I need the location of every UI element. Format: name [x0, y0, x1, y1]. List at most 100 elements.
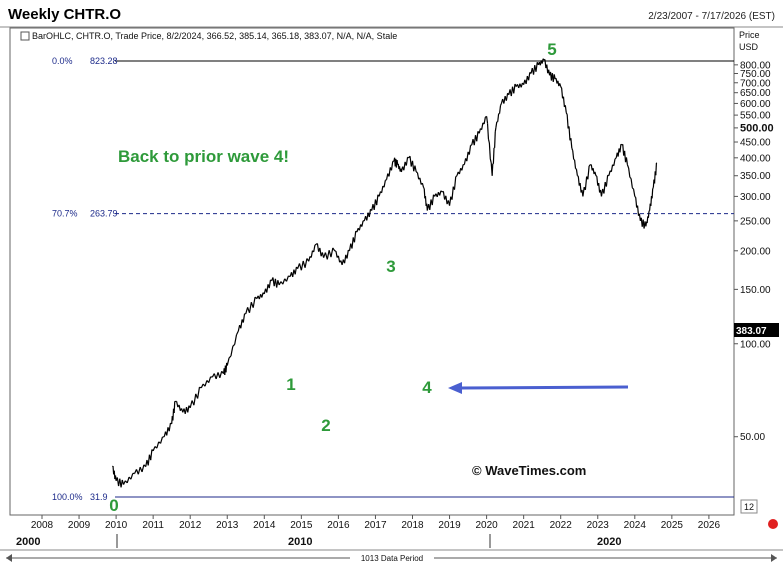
plot-area: [10, 28, 734, 515]
price-segment-51-3: [498, 114, 499, 122]
price-segment-39-6: [422, 183, 423, 188]
y-tick-label-6: 350.00: [740, 171, 771, 182]
x-tick-label-7: 2015: [290, 520, 313, 531]
price-segment-44-1: [450, 197, 451, 206]
price-segment-8-5: [174, 401, 175, 413]
y-tick-label-7: 400.00: [740, 153, 771, 164]
price-segment-30-3: [359, 224, 360, 230]
price-segment-66-6: [595, 172, 596, 176]
fib-value-label-0: 823.28: [90, 56, 118, 66]
price-segment-17-5: [253, 297, 255, 308]
fib-value-label-1: 263.79: [90, 209, 118, 219]
price-segment-63-1: [572, 148, 573, 151]
arrow-head: [448, 382, 462, 394]
x-tick-label-17: 2025: [661, 520, 684, 531]
price-segment-6-5: [161, 437, 163, 443]
era-label-0: 2000: [16, 536, 40, 548]
price-segment-11-1: [190, 401, 192, 408]
arrow-shaft: [460, 387, 628, 388]
price-segment-48-3: [482, 123, 483, 130]
price-segment-23-3: [301, 261, 303, 270]
y-tick-label-12: 650.00: [740, 88, 771, 99]
price-segment-10-5: [188, 406, 189, 413]
price-segment-69-6: [615, 158, 616, 159]
price-segment-24-1: [309, 256, 310, 261]
price-segment-67-4: [599, 183, 600, 192]
price-segment-72-6: [634, 189, 635, 196]
x-tick-label-3: 2011: [142, 520, 164, 531]
y-tick-label-8: 450.00: [740, 138, 771, 149]
record-indicator[interactable]: [768, 519, 778, 529]
price-segment-12-3: [205, 380, 207, 386]
y-tick-label-0: 50.00: [740, 432, 765, 443]
price-segment-15-4: [233, 344, 235, 346]
wave-label-2: 2: [321, 416, 330, 435]
y-tick-label-1: 100.00: [740, 339, 771, 350]
price-segment-39-2: [417, 173, 418, 180]
price-segment-26-5: [331, 248, 333, 257]
price-segment-72-2: [629, 168, 630, 177]
x-tick-label-10: 2018: [401, 520, 424, 531]
price-segment-61-6: [565, 105, 566, 112]
x-tick-label-14: 2022: [550, 520, 573, 531]
x-tick-label-2: 2010: [105, 520, 128, 531]
price-segment-53-5: [514, 84, 515, 93]
price-segment-65-1: [583, 187, 584, 196]
price-segment-70-5: [620, 144, 621, 152]
y-tick-label-15: 800.00: [740, 60, 771, 71]
price-segment-16-5: [243, 314, 244, 323]
price-segment-28-5: [347, 250, 348, 258]
price-segment-37-5: [406, 157, 407, 165]
price-segment-50-5: [495, 132, 496, 148]
price-segment-15-6: [237, 331, 239, 335]
price-segment-24-3: [311, 251, 312, 258]
price-segment-51-5: [500, 106, 501, 114]
price-segment-61-1: [561, 87, 562, 88]
price-segment-52-5: [506, 93, 507, 100]
legend-checkbox[interactable]: [21, 32, 29, 40]
price-segment-49-3: [488, 139, 489, 143]
price-segment-76-5: [652, 189, 653, 199]
price-segment-34-3: [389, 167, 390, 176]
fib-pct-label-2: 100.0%: [52, 492, 83, 502]
price-segment-7-5: [169, 423, 170, 431]
price-segment-34-5: [392, 161, 393, 170]
x-tick-label-4: 2012: [179, 520, 202, 531]
price-segment-63-4: [575, 160, 576, 169]
price-segment-50-6: [495, 128, 496, 132]
price-segment-21-5: [287, 276, 289, 281]
price-segment-49-4: [489, 143, 490, 159]
price-segment-13-5: [220, 371, 222, 378]
price-segment-75-6: [649, 211, 650, 212]
price-segment-69-1: [609, 171, 610, 176]
price-header-label: Price: [739, 30, 760, 40]
price-segment-72-1: [627, 165, 628, 168]
price-segment-19-5: [269, 280, 270, 288]
price-segment-61-4: [563, 97, 564, 107]
wave-label-5: 5: [547, 40, 556, 59]
price-segment-60-6: [560, 83, 561, 86]
price-segment-69-3: [611, 165, 612, 172]
price-segment-46-3: [467, 152, 468, 161]
y-axis: 50.00100.00150.00200.00250.00300.00350.0…: [734, 60, 774, 443]
price-segment-76-6: [653, 188, 654, 189]
window-title: Weekly CHTR.O: [8, 6, 121, 23]
date-range: 2/23/2007 - 7/17/2026 (EST): [648, 11, 775, 22]
price-segment-63-5: [576, 169, 577, 170]
price-segment-62-6: [571, 138, 572, 148]
price-segment-15-5: [235, 335, 237, 345]
price-segment-18-5: [262, 293, 263, 298]
price-segment-6-1: [153, 446, 155, 450]
wave-label-1: 1: [286, 375, 295, 394]
price-segment-65-3: [585, 177, 586, 190]
y-tick-label-2: 150.00: [740, 285, 771, 296]
price-segment-15-2: [229, 356, 231, 358]
price-segment-71-6: [626, 157, 627, 164]
price-segment-22-5: [295, 267, 296, 274]
x-tick-label-12: 2020: [475, 520, 498, 531]
price-segment-50-3: [493, 148, 494, 164]
price-segment-62-4: [569, 126, 570, 140]
price-segment-40-1: [424, 188, 425, 189]
price-segment-69-5: [614, 159, 615, 166]
price-segment-44-5: [454, 177, 455, 190]
